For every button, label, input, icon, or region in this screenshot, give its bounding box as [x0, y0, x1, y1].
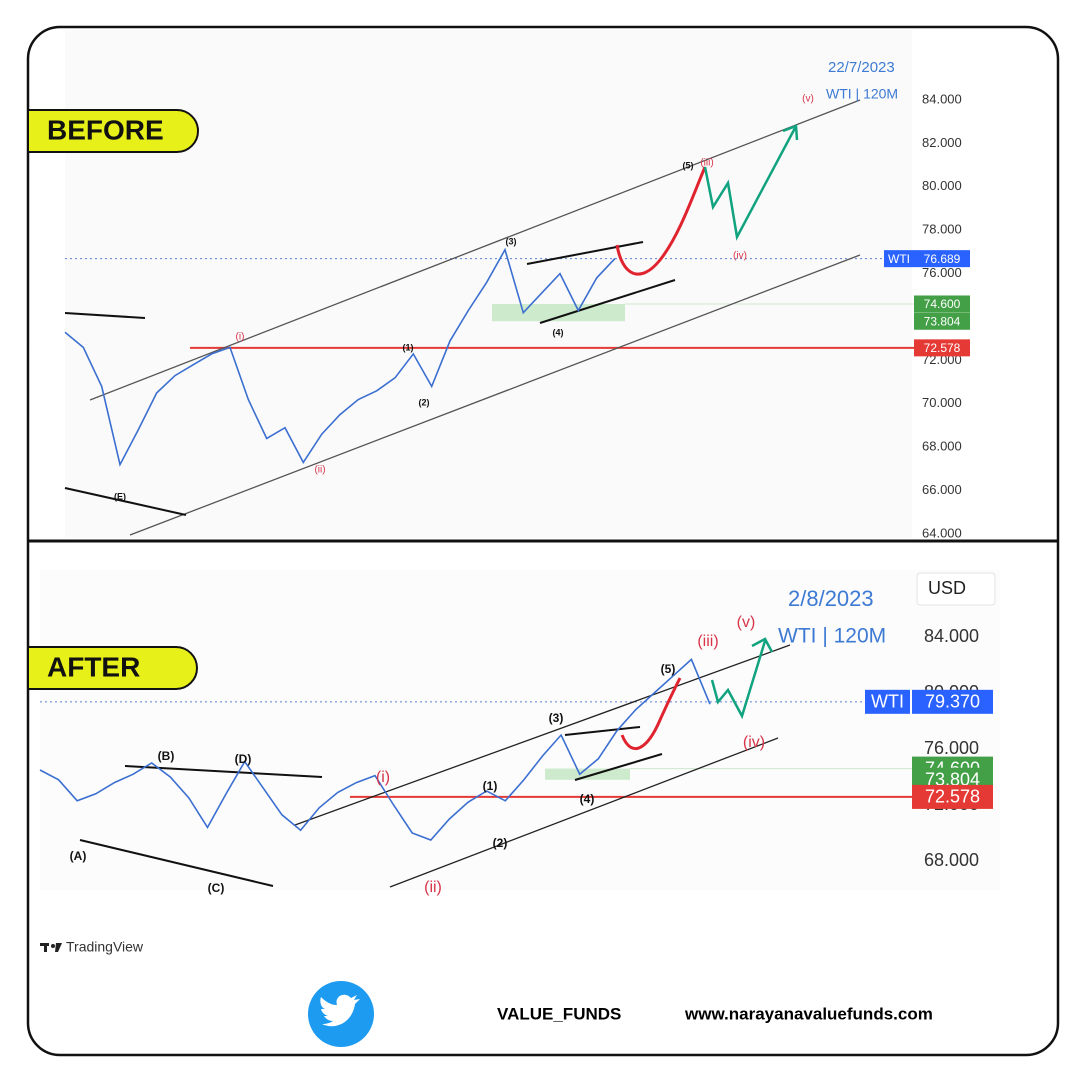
y-tick-label: 66.000: [922, 482, 962, 497]
wave-label: (C): [208, 881, 225, 895]
wave-label: (3): [506, 236, 517, 246]
currency-box: [916, 572, 996, 606]
trend-line: [564, 726, 641, 736]
wave-label: (i): [376, 769, 390, 786]
date: 22/7/2023: [828, 59, 895, 76]
wave-label: (2): [419, 397, 430, 407]
y-tick-label: 84.000: [924, 626, 979, 646]
wti-tag-name: WTI: [871, 692, 904, 712]
twitter-bird[interactable]: [320, 994, 360, 1027]
currency: USD: [928, 578, 966, 598]
wave-label: (iii): [700, 158, 713, 169]
level-tag-label: 72.578: [925, 787, 980, 807]
tradingview-logo: TradingView: [40, 939, 144, 955]
logo-part: [51, 944, 55, 948]
y-tick-label: 76.000: [922, 265, 962, 280]
support-zone: [492, 303, 625, 322]
y-tick-label: 76.000: [924, 738, 979, 758]
after-panel: [40, 570, 1000, 890]
wave-label: (3): [549, 711, 564, 725]
wave-label: (ii): [424, 879, 442, 896]
badge-label: BEFORE: [47, 114, 164, 145]
y-tick-label: 78.000: [922, 222, 962, 237]
website[interactable]: www.narayanavaluefunds.com: [684, 1004, 933, 1023]
trend-line: [129, 254, 861, 536]
support-zone: [545, 768, 630, 780]
trend-line: [89, 99, 861, 401]
y-tick-label: 82.000: [922, 135, 962, 150]
trend-line: [79, 839, 274, 887]
wave-label: (1): [483, 779, 498, 793]
logo-part: [44, 943, 47, 952]
wave-label: (1): [403, 342, 414, 352]
wave-label: (A): [70, 849, 87, 863]
badge-label: AFTER: [47, 651, 140, 682]
wave-label: (iii): [697, 633, 718, 650]
trend-line: [539, 279, 676, 324]
trend-line: [526, 241, 644, 265]
price-line: [64, 247, 616, 467]
price-tag-label: 76.689: [924, 252, 961, 266]
projection-red: [615, 166, 707, 276]
trend-line: [294, 644, 791, 826]
wave-label: (iv): [733, 251, 747, 262]
badge: [27, 646, 198, 690]
level-tag-label: 73.804: [924, 314, 961, 328]
wave-label: (4): [553, 327, 564, 337]
wave-label: (2): [493, 836, 508, 850]
projection-green: [710, 640, 767, 720]
price-line: [39, 658, 711, 841]
price-tag-label: 79.370: [925, 692, 980, 712]
wave-label: (ii): [314, 465, 325, 476]
trend-line: [64, 312, 146, 319]
wave-label: (5): [683, 160, 694, 170]
level-tag: [914, 295, 970, 313]
wave-label: (B): [158, 749, 175, 763]
wave-label: (v): [802, 94, 814, 105]
level-tag: [914, 312, 970, 330]
price-tag: [914, 250, 970, 268]
projection-arrow: [751, 637, 774, 653]
level-tag-label: 74.600: [924, 297, 961, 311]
projection-arrow: [782, 124, 799, 141]
wave-label: (i): [236, 332, 245, 343]
chart-title: WTI | 120M: [778, 625, 886, 648]
y-tick-label: 68.000: [924, 850, 979, 870]
trend-line: [64, 487, 187, 516]
level-tag-label: 73.804: [925, 769, 980, 789]
wave-label: (5): [661, 662, 676, 676]
y-tick-label: 80.000: [922, 178, 962, 193]
chart-title: WTI | 120M: [826, 86, 898, 102]
date: 2/8/2023: [788, 586, 874, 611]
badge: [27, 109, 199, 153]
plot-area: [65, 30, 912, 538]
wave-label: (iv): [743, 734, 765, 751]
wave-label: (D): [235, 752, 252, 766]
twitter-icon[interactable]: [308, 981, 374, 1047]
wave-label: (4): [580, 792, 595, 806]
projection-green: [703, 127, 797, 241]
wave-label: (v): [737, 614, 756, 631]
trend-line: [389, 737, 779, 888]
level-tag: [914, 339, 970, 357]
charts: 64.00066.00068.00070.00072.00076.00078.0…: [27, 30, 996, 896]
wave-label: (E): [114, 491, 126, 501]
logo-part: [55, 943, 62, 952]
projection-red: [620, 677, 682, 750]
y-tick-label: 84.000: [922, 91, 962, 106]
level-tag: [912, 784, 993, 809]
trend-line: [574, 753, 663, 781]
y-tick-label: 70.000: [922, 395, 962, 410]
wti-tag: [884, 250, 914, 268]
price-tag: [912, 689, 993, 714]
level-tag-label: 72.578: [924, 341, 961, 355]
wti-tag: [865, 689, 910, 714]
wti-tag-name: WTI: [888, 252, 910, 266]
y-tick-label: 64.000: [922, 525, 962, 540]
brand: TradingView: [66, 939, 144, 955]
y-tick-label: 68.000: [922, 439, 962, 454]
handle: VALUE_FUNDS: [497, 1004, 621, 1023]
